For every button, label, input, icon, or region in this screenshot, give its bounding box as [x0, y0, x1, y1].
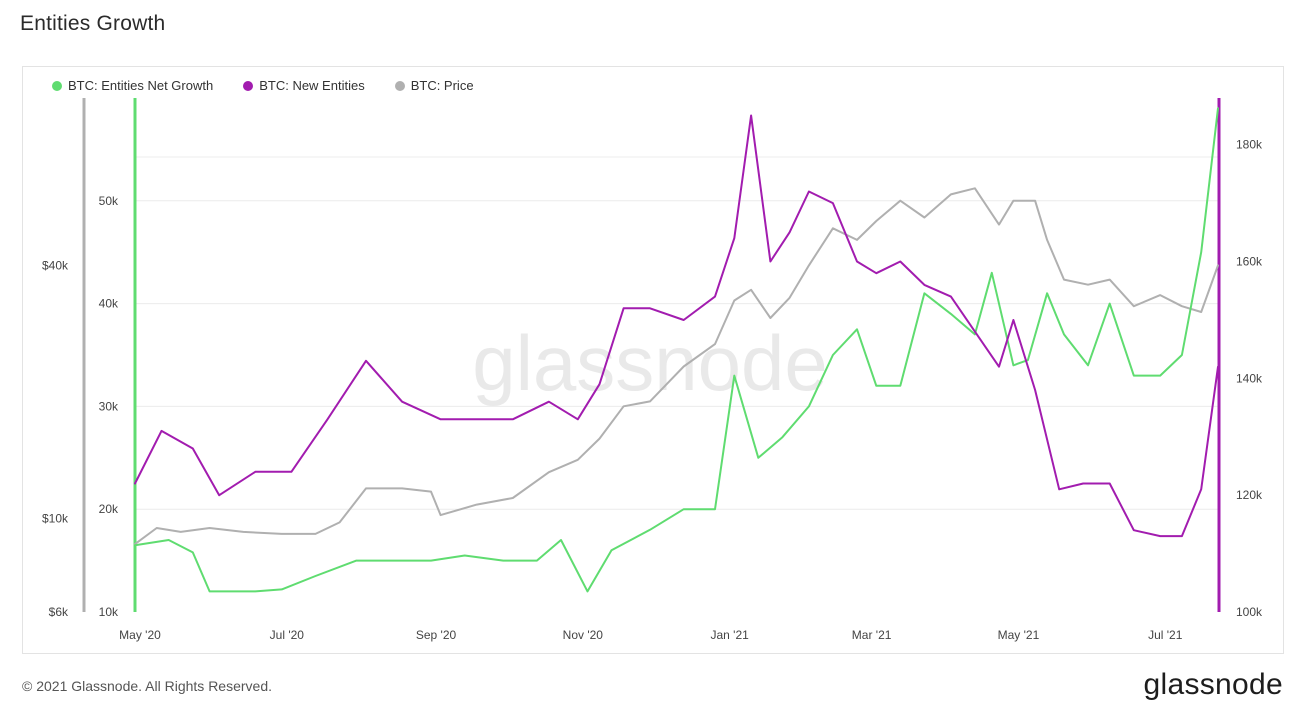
legend-item-new-entities[interactable]: BTC: New Entities — [243, 78, 365, 93]
page-title: Entities Growth — [20, 12, 166, 35]
net-growth-tick-label-1: 20k — [99, 502, 119, 516]
net-growth-tick-label-4: 50k — [99, 194, 119, 208]
series-line-new-entities — [134, 114, 1219, 538]
net-growth-tick-label-3: 40k — [99, 297, 119, 311]
x-tick-label-6: May '21 — [998, 628, 1040, 642]
price-tick-label-2: $40k — [42, 258, 69, 272]
new-entities-tick-label-1: 120k — [1236, 488, 1263, 502]
x-tick-label-1: Jul '20 — [270, 628, 305, 642]
new-entities-tick-label-2: 140k — [1236, 371, 1263, 385]
new-entities-tick-label-4: 180k — [1236, 138, 1263, 152]
series-line-price — [134, 187, 1219, 546]
legend-label-new-entities: BTC: New Entities — [259, 78, 365, 93]
series-line-net-growth — [134, 107, 1219, 593]
glassnode-logo[interactable]: glassnode — [1143, 668, 1283, 701]
price-tick-label-0: $6k — [49, 605, 69, 619]
x-tick-label-3: Nov '20 — [563, 628, 604, 642]
x-tick-label-5: Mar '21 — [852, 628, 892, 642]
price-tick-label-1: $10k — [42, 512, 69, 526]
legend-label-price: BTC: Price — [410, 78, 474, 93]
chart-legend: BTC: Entities Net Growth BTC: New Entiti… — [52, 78, 474, 93]
copyright-notice: © 2021 Glassnode. All Rights Reserved. — [22, 678, 273, 694]
new-entities-tick-label-3: 160k — [1236, 255, 1263, 269]
legend-dot-net-growth — [52, 80, 62, 91]
x-tick-label-7: Jul '21 — [1148, 628, 1183, 642]
x-tick-label-0: May '20 — [119, 628, 161, 642]
watermark-text: glassnode — [472, 319, 828, 407]
x-tick-label-4: Jan '21 — [710, 628, 749, 642]
legend-item-net-growth[interactable]: BTC: Entities Net Growth — [52, 78, 213, 93]
x-tick-label-2: Sep '20 — [416, 628, 457, 642]
new-entities-tick-label-0: 100k — [1236, 605, 1263, 619]
net-growth-tick-label-0: 10k — [99, 605, 119, 619]
legend-label-net-growth: BTC: Entities Net Growth — [68, 78, 214, 93]
legend-dot-new-entities — [243, 80, 254, 91]
legend-dot-price — [394, 80, 405, 91]
net-growth-tick-label-2: 30k — [99, 399, 119, 413]
legend-item-price[interactable]: BTC: Price — [394, 78, 474, 93]
chart-frame — [22, 66, 1284, 654]
